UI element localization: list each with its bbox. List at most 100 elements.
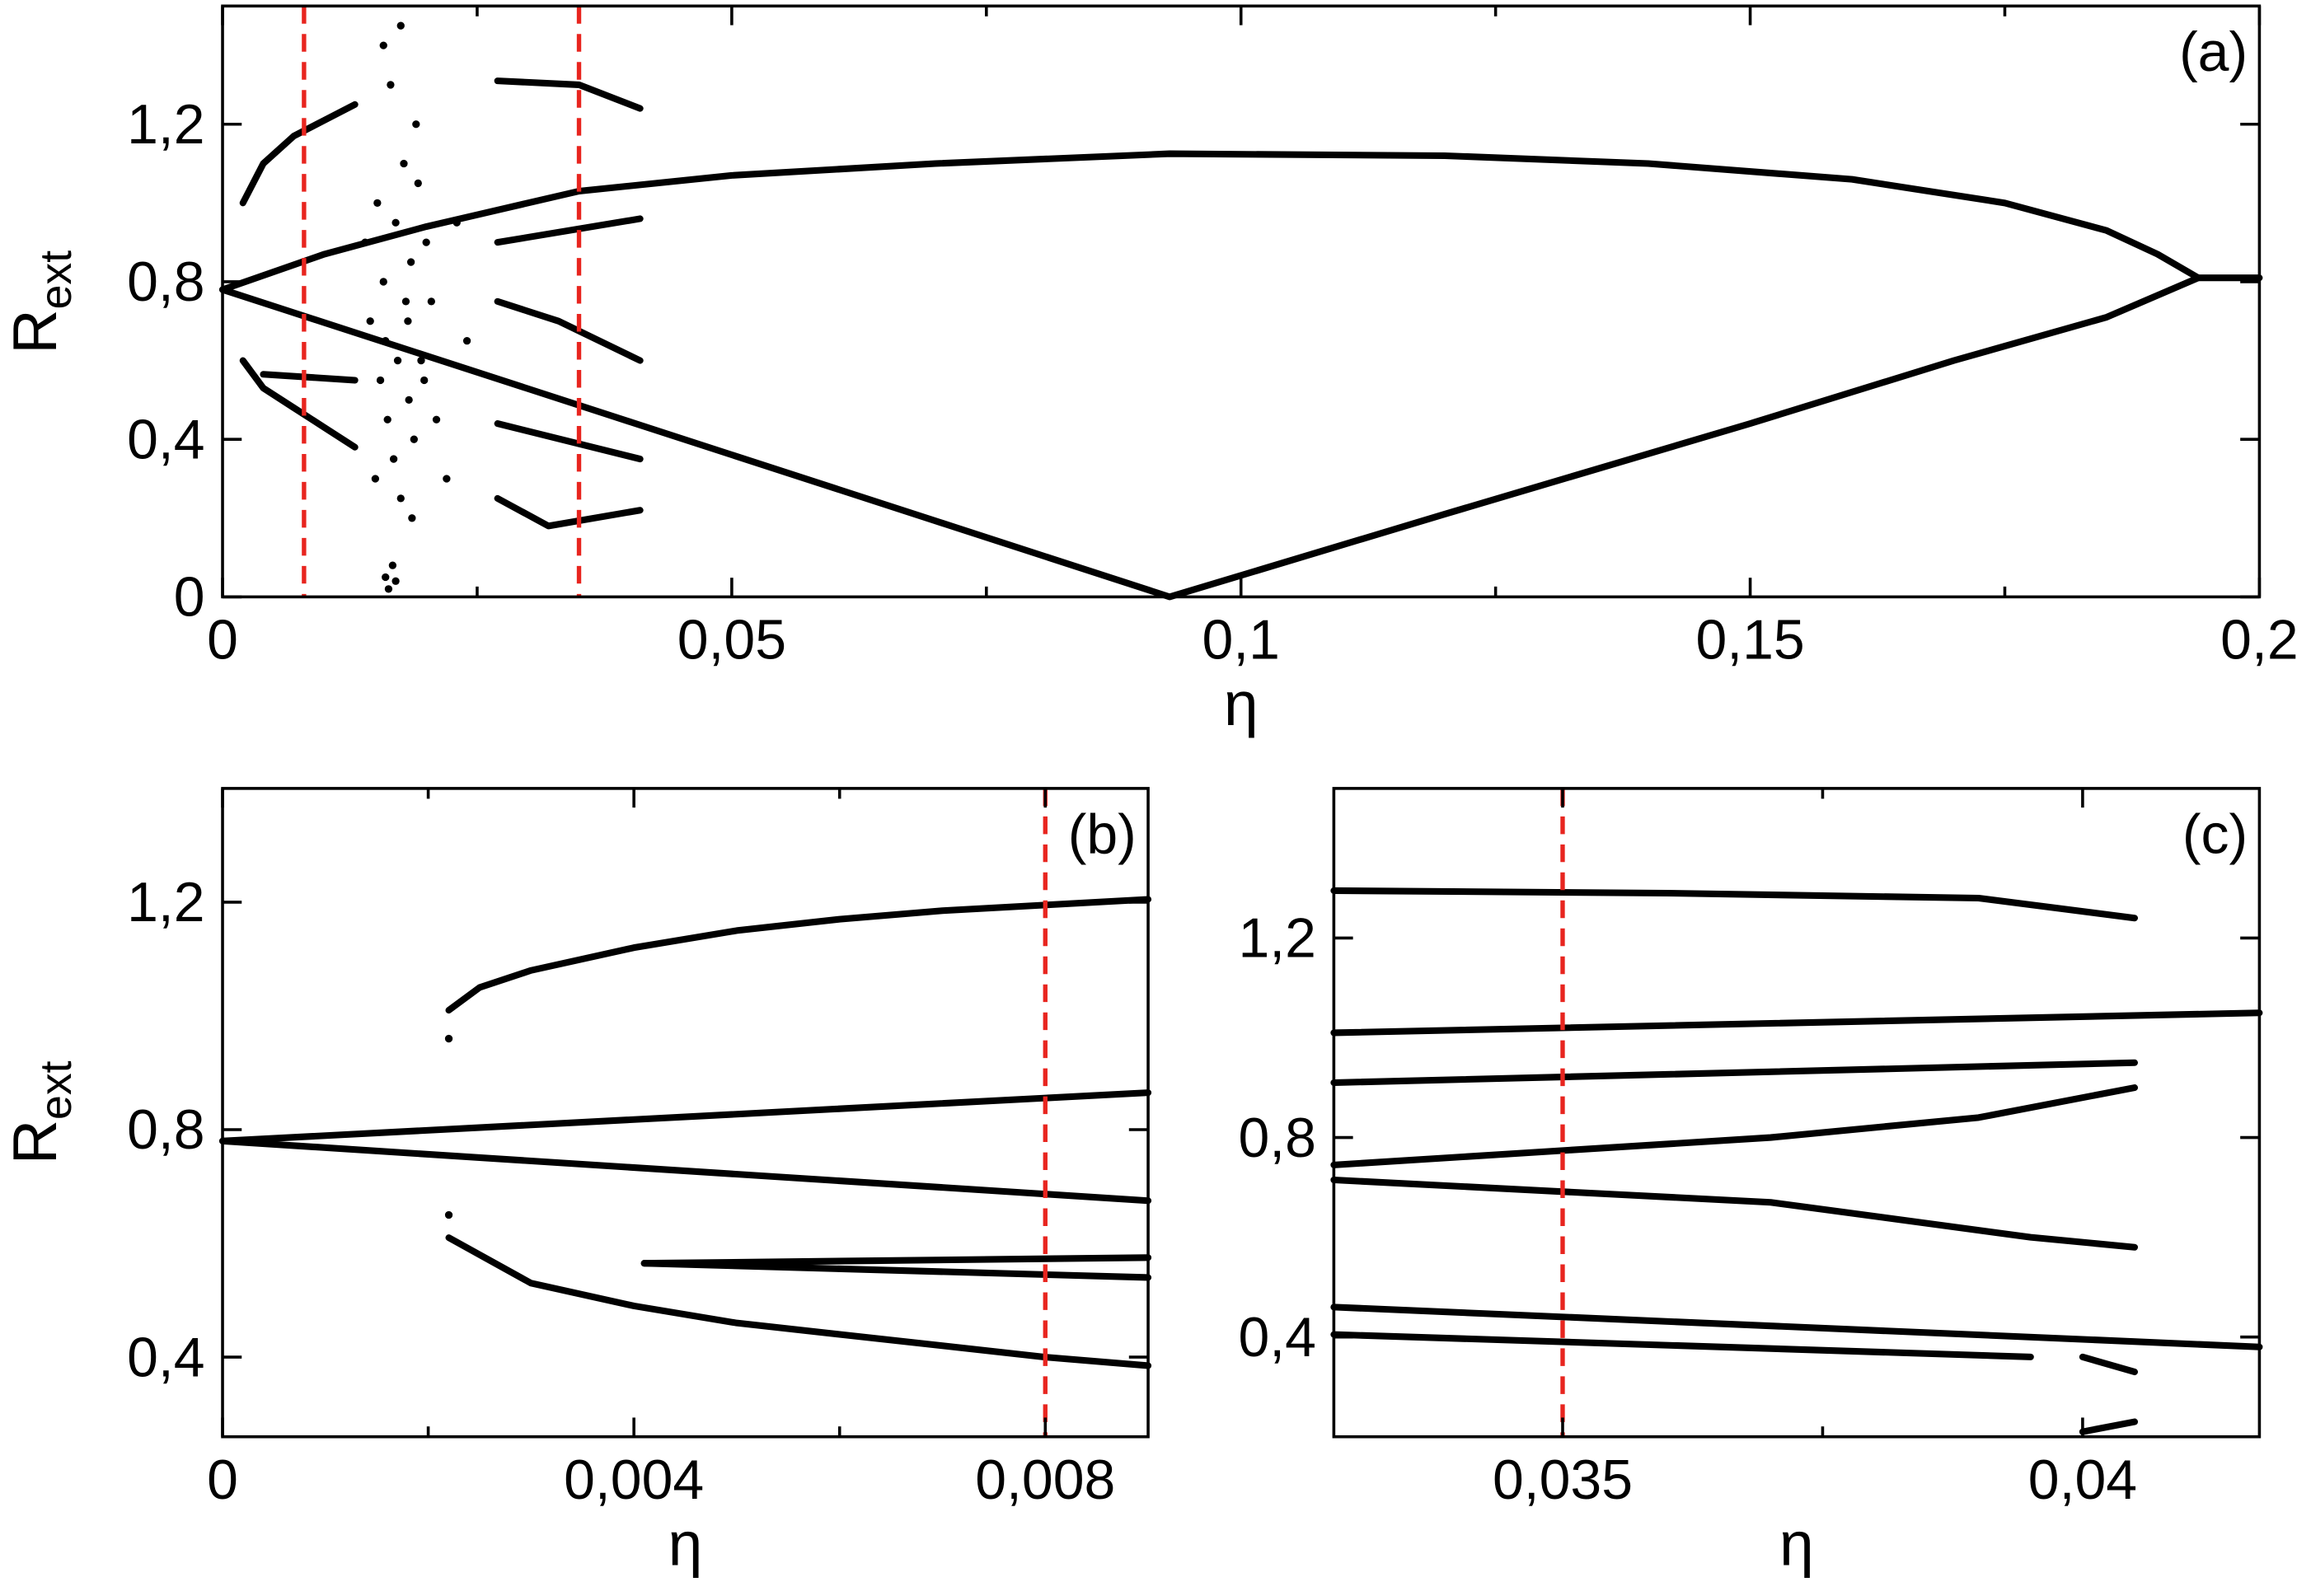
branch-line xyxy=(640,1254,1152,1267)
data-point xyxy=(462,337,471,345)
data-point xyxy=(382,337,390,345)
data-point xyxy=(376,376,385,385)
data-point xyxy=(406,258,415,266)
y-tick-label: 0,8 xyxy=(127,250,204,313)
y-tick-label: 1,2 xyxy=(1238,907,1315,970)
branch-line xyxy=(445,1234,1152,1369)
plot-frame xyxy=(221,4,2262,599)
data-point xyxy=(379,41,387,49)
data-point xyxy=(420,376,429,385)
y-axis-label: Rext xyxy=(0,1060,81,1164)
data-point xyxy=(444,1034,453,1043)
branch-line xyxy=(239,101,359,207)
data-point xyxy=(373,199,382,207)
data-point xyxy=(412,120,420,129)
x-axis-label: η xyxy=(1224,669,1259,738)
data-point xyxy=(387,81,395,89)
y-tick-label: 0,4 xyxy=(1238,1306,1315,1369)
data-point xyxy=(400,159,408,168)
y-tick-label: 0 xyxy=(174,566,205,629)
branch-line xyxy=(1330,1176,2139,1251)
branch-line xyxy=(1330,1084,2139,1168)
data-point xyxy=(404,317,412,325)
branch-line xyxy=(2079,1418,2139,1435)
branch-line xyxy=(1330,1059,2139,1087)
y-axis-label-main: R xyxy=(0,1120,69,1164)
y-tick-label: 1,2 xyxy=(127,93,204,156)
data-point xyxy=(410,435,418,443)
y-tick-label: 0,8 xyxy=(1238,1107,1315,1169)
branch-line xyxy=(260,371,359,384)
branch-line xyxy=(239,357,359,451)
x-tick-label: 0,008 xyxy=(975,1449,1115,1511)
branch-line xyxy=(494,420,644,463)
x-tick-label: 0 xyxy=(207,1449,238,1511)
branch-line xyxy=(1330,887,2139,922)
branch-line xyxy=(445,896,1152,1014)
data-point xyxy=(401,297,410,306)
panel-label: (b) xyxy=(1068,803,1137,866)
data-point xyxy=(379,278,387,286)
y-tick-label: 0,8 xyxy=(127,1098,204,1161)
x-tick-label: 0,2 xyxy=(2220,609,2298,672)
data-point xyxy=(405,395,413,405)
data-point xyxy=(422,238,430,246)
x-tick-label: 0,04 xyxy=(2028,1449,2137,1511)
plot-frame xyxy=(1332,787,2262,1439)
branch-line xyxy=(640,1260,1152,1281)
x-tick-label: 0,05 xyxy=(677,609,786,672)
y-axis-label: Rext xyxy=(0,250,81,354)
branch-line xyxy=(494,215,644,246)
branch-line xyxy=(219,1137,1152,1205)
data-point xyxy=(443,475,451,483)
x-tick-label: 0 xyxy=(207,609,238,672)
data-point xyxy=(388,561,397,569)
x-tick-label: 0,035 xyxy=(1493,1449,1633,1511)
branch-line xyxy=(219,1089,1152,1144)
branch-line xyxy=(1330,1009,2263,1037)
y-tick-label: 0,4 xyxy=(127,408,204,470)
y-tick-label: 1,2 xyxy=(127,871,204,934)
panel-label: (a) xyxy=(2179,21,2248,83)
branch-line xyxy=(494,494,644,530)
data-point xyxy=(361,238,369,246)
data-point xyxy=(382,573,390,582)
x-axis-label: η xyxy=(668,1509,703,1578)
y-tick-label: 0,4 xyxy=(127,1326,204,1388)
data-point xyxy=(414,179,422,188)
branch-line xyxy=(494,77,644,112)
x-tick-label: 0,1 xyxy=(1202,609,1279,672)
data-point xyxy=(417,356,425,365)
x-axis-label: η xyxy=(1779,1509,1814,1578)
data-point xyxy=(391,577,400,585)
x-tick-label: 0,15 xyxy=(1695,609,1804,672)
data-point xyxy=(408,514,416,522)
data-point xyxy=(444,1210,453,1219)
data-point xyxy=(393,356,402,365)
y-axis-label-sub: ext xyxy=(31,250,81,310)
plot-frame xyxy=(221,787,1150,1439)
branch-line xyxy=(1330,1303,2263,1350)
branch-line xyxy=(494,297,644,364)
branch-line xyxy=(219,150,2202,293)
data-point xyxy=(391,218,400,227)
data-point xyxy=(389,455,398,463)
data-point xyxy=(384,585,393,593)
branch-line xyxy=(1330,1331,2034,1360)
data-point xyxy=(371,475,380,483)
data-point xyxy=(427,297,435,306)
y-axis-label-sub: ext xyxy=(31,1060,81,1120)
data-point xyxy=(432,415,441,424)
branch-line xyxy=(219,274,2202,601)
panel-label: (c) xyxy=(2182,803,2248,866)
data-point xyxy=(383,415,391,424)
data-point xyxy=(396,494,405,503)
data-point xyxy=(396,21,405,30)
branch-line xyxy=(2079,1353,2139,1376)
data-point xyxy=(452,218,461,227)
x-tick-label: 0,004 xyxy=(564,1449,704,1511)
y-axis-label-main: R xyxy=(0,309,69,353)
data-point xyxy=(366,317,374,325)
